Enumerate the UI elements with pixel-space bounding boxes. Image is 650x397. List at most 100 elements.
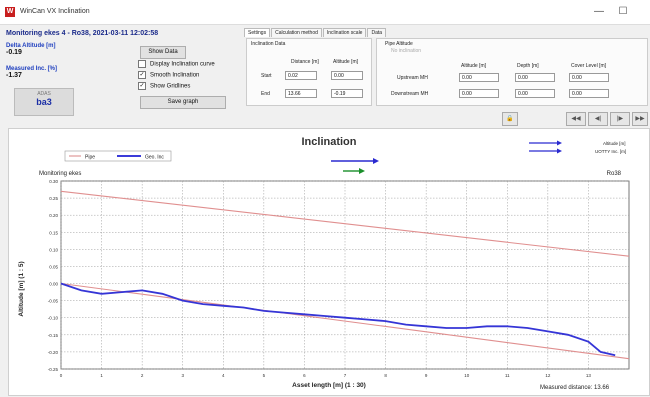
upstream-cover-field[interactable]: 0.00 <box>569 73 609 82</box>
legend-right-arrowhead <box>557 148 562 154</box>
upstream-depth-field[interactable]: 0.00 <box>515 73 555 82</box>
x-tick-label: 0 <box>60 373 63 378</box>
display-inclination-checkbox[interactable]: Display Inclination curve <box>138 60 215 70</box>
x-tick-label: 8 <box>384 373 387 378</box>
measurement-heading: Monitoring ekes 4 - Ro38, 2021-03-11 12:… <box>6 30 159 37</box>
window-title: WinCan VX Inclination <box>20 8 90 15</box>
next-record-button[interactable]: |▶ <box>610 112 630 126</box>
maximize-button[interactable]: ☐ <box>618 6 628 17</box>
x-tick-label: 10 <box>464 373 470 378</box>
last-record-button[interactable]: ▶▶ <box>632 112 648 126</box>
show-data-button[interactable]: Show Data <box>140 46 186 59</box>
y-tick-label: 0.30 <box>49 179 58 184</box>
legend-right-inc-label: UOTTY Inc. [m] <box>595 149 626 154</box>
series-line-geo-inc <box>60 282 616 357</box>
upstream-label: Upstream MH <box>397 75 428 81</box>
title-bar: W WinCan VX Inclination — ☐ <box>0 0 650 25</box>
x-tick-label: 1 <box>100 373 103 378</box>
group-title: Inclination Data <box>251 41 286 47</box>
checkbox-box[interactable]: ✓ <box>138 82 146 90</box>
tab-calculation-method[interactable]: Calculation method <box>271 28 322 37</box>
settings-tabs: Settings Calculation method Inclination sc… <box>244 28 387 38</box>
end-label: End <box>261 91 270 97</box>
y-tick-label: -0.25 <box>48 367 59 372</box>
downstream-altitude-field[interactable]: 0.00 <box>459 89 499 98</box>
y-tick-label: 0.15 <box>49 230 58 235</box>
x-tick-label: 4 <box>222 373 225 378</box>
legend-right-arrowhead <box>557 140 562 146</box>
y-tick-label: -0.05 <box>48 299 59 304</box>
flow-arrowhead-green <box>359 168 365 174</box>
altitude-header: Altitude [m] <box>333 59 359 65</box>
y-tick-label: 0.10 <box>49 247 58 252</box>
upstream-altitude-field[interactable]: 0.00 <box>459 73 499 82</box>
end-distance-field[interactable]: 13.66 <box>285 89 317 98</box>
x-tick-label: 11 <box>505 373 510 378</box>
start-distance-field[interactable]: 0.02 <box>285 71 317 80</box>
y-tick-label: -0.10 <box>48 316 59 321</box>
y-tick-label: -0.20 <box>48 350 59 355</box>
measured-distance-text: Measured distance: 13.66 <box>540 385 610 391</box>
depth-header: Depth [m] <box>517 63 539 69</box>
x-tick-label: 12 <box>545 373 551 378</box>
logo-badge: ADAS ba3 <box>14 88 74 116</box>
group-title: Pipe Altitude <box>385 41 413 47</box>
tab-inclination-scale[interactable]: Inclination scale <box>322 28 367 37</box>
series-line-pipe <box>60 190 630 257</box>
x-tick-label: 7 <box>344 373 347 378</box>
altitude-header: Altitude [m] <box>461 63 487 69</box>
cover-level-header: Cover Level [m] <box>571 63 607 69</box>
series-line-pipe <box>60 282 630 360</box>
save-graph-button[interactable]: Save graph <box>140 96 226 109</box>
downstream-cover-field[interactable]: 0.00 <box>569 89 609 98</box>
minimize-button[interactable]: — <box>594 6 604 17</box>
chart-subtitle-left: Monitoring ekes <box>39 171 81 177</box>
tab-data[interactable]: Data <box>367 28 387 37</box>
legend-pipe-label: Pipe <box>85 155 95 161</box>
end-altitude-field[interactable]: -0.19 <box>331 89 363 98</box>
x-tick-label: 13 <box>586 373 592 378</box>
y-axis-label: Altitude [m] (1 : 5) <box>18 261 25 316</box>
x-axis-label: Asset length [m] (1 : 30) <box>292 382 366 389</box>
show-gridlines-checkbox[interactable]: ✓ Show Gridlines <box>138 82 190 92</box>
legend-geo-label: Geo. Inc <box>145 155 164 161</box>
flow-arrowhead-blue <box>373 158 379 164</box>
x-tick-label: 6 <box>303 373 306 378</box>
checkbox-label: Display Inclination curve <box>150 61 215 68</box>
smooth-inclination-checkbox[interactable]: ✓ Smooth Inclination <box>138 71 199 81</box>
x-tick-label: 2 <box>141 373 144 378</box>
inclination-chart-panel: Inclination Monitoring ekes Ro38 Pipe Ge… <box>8 128 650 396</box>
pipe-altitude-group: Pipe Altitude No inclination Altitude [m… <box>376 38 648 106</box>
inclination-data-group: Inclination Data Distance [m] Altitude [… <box>246 38 372 106</box>
checkbox-box[interactable] <box>138 60 146 68</box>
checkbox-label: Smooth Inclination <box>150 72 200 79</box>
lock-icon[interactable]: 🔒 <box>502 112 518 126</box>
legend-right-altitude-label: Altitude [m] <box>603 141 626 146</box>
y-tick-label: 0.00 <box>49 282 58 287</box>
x-tick-label: 5 <box>263 373 266 378</box>
plot-area: 0.30 0.25 0.20 0.15 0.10 0.05 0.00 -0.05 -0.10 -0… <box>48 179 630 378</box>
badge-logo: ba3 <box>36 97 52 107</box>
x-tick-label: 9 <box>425 373 428 378</box>
y-tick-label: -0.15 <box>48 333 59 338</box>
no-inclination-option[interactable]: No inclination <box>391 48 422 54</box>
delta-altitude-value: -0.19 <box>6 49 22 56</box>
x-tick-label: 3 <box>181 373 184 378</box>
previous-record-button[interactable]: ◀| <box>588 112 608 126</box>
start-label: Start <box>261 73 272 79</box>
inclination-chart: Inclination Monitoring ekes Ro38 Pipe Ge… <box>18 136 630 389</box>
start-altitude-field[interactable]: 0.00 <box>331 71 363 80</box>
y-tick-label: 0.20 <box>49 213 58 218</box>
distance-header: Distance [m] <box>291 59 319 65</box>
first-record-button[interactable]: ◀◀ <box>566 112 586 126</box>
downstream-label: Downstream MH <box>391 91 429 97</box>
chart-subtitle-right: Ro38 <box>607 171 622 177</box>
checkbox-box[interactable]: ✓ <box>138 71 146 79</box>
measured-inclination-label: Measured Inc. [%] <box>6 66 58 72</box>
delta-altitude-label: Delta Altitude [m] <box>6 43 56 49</box>
app-logo-icon: W <box>5 7 15 17</box>
downstream-depth-field[interactable]: 0.00 <box>515 89 555 98</box>
tab-settings[interactable]: Settings <box>244 28 271 37</box>
y-tick-label: 0.25 <box>49 196 58 201</box>
chart-title: Inclination <box>302 136 357 148</box>
